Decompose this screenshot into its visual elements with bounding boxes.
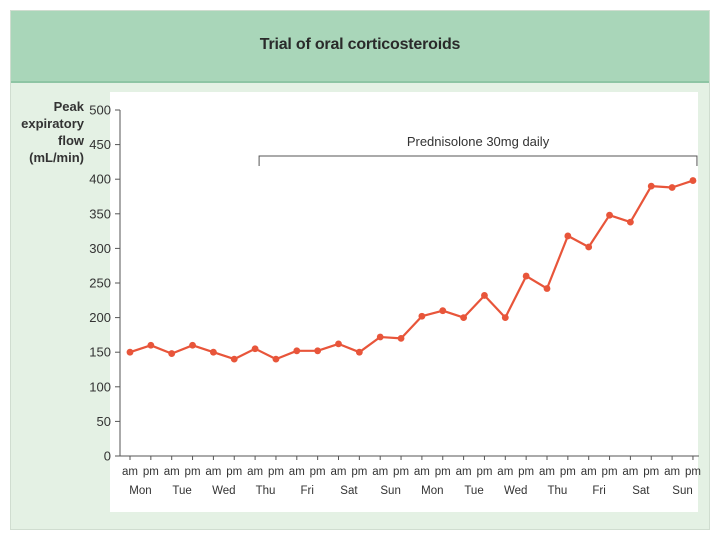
x-tick-label-day: Sun xyxy=(380,485,400,497)
y-tick-label: 350 xyxy=(89,206,111,221)
data-point xyxy=(210,348,217,356)
data-point xyxy=(230,355,238,363)
x-tick-label-period: am xyxy=(456,466,472,478)
data-point xyxy=(460,314,467,321)
data-point xyxy=(564,232,572,240)
data-point xyxy=(314,347,322,355)
data-point xyxy=(272,355,280,363)
data-point xyxy=(397,334,405,342)
y-tick-label: 50 xyxy=(97,414,111,429)
data-point xyxy=(168,350,176,357)
x-tick-label-day: Tue xyxy=(172,485,191,497)
data-point xyxy=(418,312,426,320)
x-tick-label-period: am xyxy=(539,466,555,478)
x-tick-label-period: am xyxy=(247,466,263,478)
y-tick-label: 100 xyxy=(89,379,111,394)
y-tick-label: 150 xyxy=(89,345,111,360)
y-tick-label: 300 xyxy=(89,241,111,256)
x-tick-label-period: pm xyxy=(143,466,159,478)
x-tick-label-period: am xyxy=(164,466,180,478)
y-tick-label: 450 xyxy=(89,137,111,152)
x-tick-label-day: Wed xyxy=(212,485,235,497)
data-point xyxy=(627,218,634,226)
data-point xyxy=(689,177,697,184)
y-axis-label: Peak expiratory flow (mL/min) xyxy=(21,99,84,165)
data-point xyxy=(355,348,363,356)
x-tick-label-day: Wed xyxy=(504,485,527,497)
title-bar: Trial of oral corticosteroids xyxy=(11,11,709,83)
x-tick-label-period: pm xyxy=(602,466,618,478)
x-tick-label-period: pm xyxy=(268,466,284,478)
x-tick-label-period: am xyxy=(205,466,221,478)
treatment-label: Prednisolone 30mg daily xyxy=(407,134,550,149)
data-point xyxy=(147,341,155,349)
x-tick-label-period: pm xyxy=(185,466,201,478)
treatment-bracket xyxy=(258,155,698,166)
x-tick-label-day: Tue xyxy=(464,485,483,497)
data-point xyxy=(522,272,530,280)
x-tick-label-day: Fri xyxy=(592,485,605,497)
x-tick-label-period: am xyxy=(122,466,138,478)
x-tick-label-day: Mon xyxy=(129,485,151,497)
x-tick-label-period: pm xyxy=(476,466,492,478)
data-point xyxy=(376,333,384,341)
data-point xyxy=(668,184,676,191)
x-tick-label-period: pm xyxy=(351,466,367,478)
data-point xyxy=(585,243,593,251)
x-tick-label-period: am xyxy=(581,466,597,478)
x-tick-label-period: am xyxy=(372,466,388,478)
x-tick-label-day: Sat xyxy=(340,485,358,497)
data-point xyxy=(293,347,301,355)
y-tick-label: 400 xyxy=(89,172,111,187)
x-tick-label-day: Thu xyxy=(256,485,276,497)
x-tick-label-period: pm xyxy=(435,466,451,478)
data-point xyxy=(251,345,259,353)
x-tick-label-day: Sun xyxy=(672,485,692,497)
y-tick-label: 0 xyxy=(104,449,111,464)
x-tick-label-period: pm xyxy=(685,466,701,478)
data-point xyxy=(501,314,509,321)
x-tick-label-day: Sat xyxy=(632,485,650,497)
series-line xyxy=(129,179,694,361)
data-point xyxy=(481,292,488,299)
x-tick-label-period: pm xyxy=(393,466,409,478)
x-tick-label-period: am xyxy=(289,466,305,478)
x-tick-label-period: pm xyxy=(226,466,242,478)
x-tick-label-period: am xyxy=(414,466,430,478)
data-point xyxy=(126,348,134,356)
y-tick-label: 200 xyxy=(89,310,111,325)
y-tick-label: 500 xyxy=(89,103,111,118)
data-point xyxy=(647,182,655,190)
x-tick-label-period: am xyxy=(664,466,680,478)
x-tick-label-period: am xyxy=(331,466,347,478)
data-point xyxy=(189,341,196,349)
x-tick-label-day: Fri xyxy=(301,485,314,497)
x-tick-label-day: Thu xyxy=(548,485,568,497)
data-point xyxy=(439,307,447,315)
plot-panel xyxy=(110,92,698,512)
x-tick-label-period: pm xyxy=(560,466,576,478)
x-tick-label-period: pm xyxy=(310,466,326,478)
data-point xyxy=(543,285,551,292)
x-tick-label-day: Mon xyxy=(421,485,443,497)
x-tick-label-period: pm xyxy=(643,466,659,478)
x-tick-label-period: pm xyxy=(518,466,534,478)
x-tick-label-period: am xyxy=(622,466,638,478)
data-point xyxy=(335,340,342,348)
chart-title: Trial of oral corticosteroids xyxy=(259,36,461,53)
y-tick-label: 250 xyxy=(89,276,111,291)
data-point xyxy=(606,211,613,219)
x-tick-label-period: am xyxy=(497,466,513,478)
